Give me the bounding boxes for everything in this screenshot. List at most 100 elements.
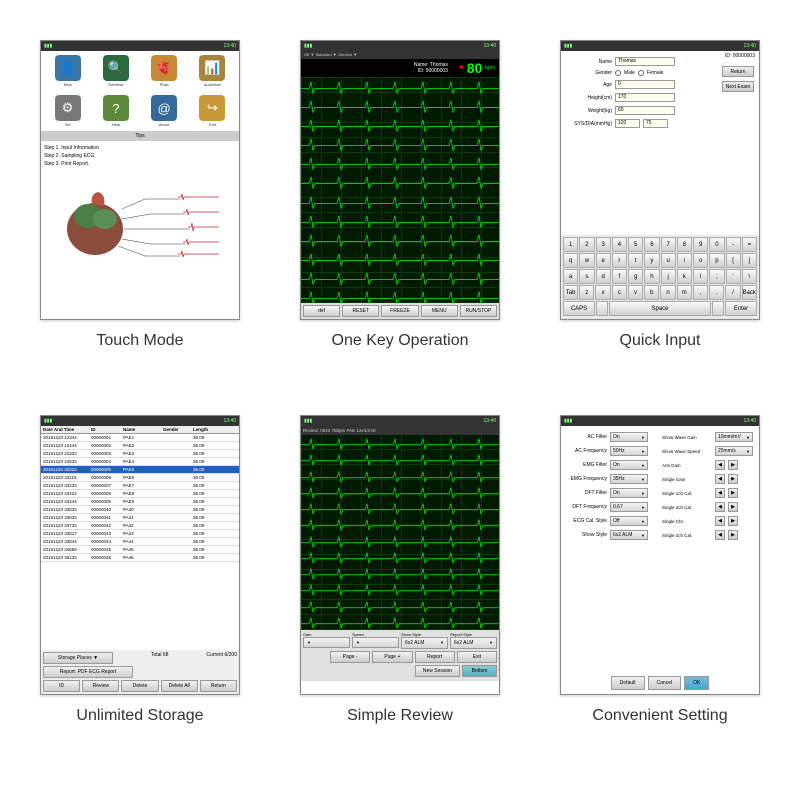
key--[interactable]: - (726, 237, 741, 252)
left-arrow[interactable]: ◀ (715, 530, 725, 540)
right-arrow[interactable]: ▶ (728, 502, 738, 512)
weight-input[interactable]: 60 (615, 106, 675, 115)
key-o[interactable]: o (693, 253, 708, 268)
key-i[interactable]: i (677, 253, 692, 268)
exit-button[interactable]: Exit (457, 651, 497, 663)
key-Back[interactable]: Back (742, 285, 757, 300)
key-h[interactable]: h (644, 269, 659, 284)
key-n[interactable]: n (660, 285, 675, 300)
show-style-dropdown[interactable]: 6x2 ALM▼ (401, 637, 448, 649)
dft-frequency-dropdown[interactable]: 0.67▼ (610, 502, 648, 512)
ecg-run/stop-button[interactable]: RUN/STOP (460, 305, 497, 317)
left-arrow[interactable]: ◀ (715, 460, 725, 470)
show-wave-speed-dropdown[interactable]: 25mm/s▼ (715, 446, 753, 456)
ac-filter-dropdown[interactable]: On▼ (610, 432, 648, 442)
left-arrow[interactable]: ◀ (715, 474, 725, 484)
key-5[interactable]: 5 (628, 237, 643, 252)
id-button[interactable]: ID (43, 680, 80, 692)
dft-filter-dropdown[interactable]: On▼ (610, 488, 648, 498)
key-v[interactable]: v (628, 285, 643, 300)
key-r[interactable]: r (612, 253, 627, 268)
ecg-def-button[interactable]: def (303, 305, 340, 317)
report-style-dropdown[interactable]: 6x2 ALM▼ (450, 637, 497, 649)
table-row[interactable]: 20161223 3353400000040PA4036.00 (41, 506, 239, 514)
sys-input[interactable]: 120 (615, 119, 640, 128)
key-'[interactable]: ' (726, 269, 741, 284)
key-e[interactable]: e (596, 253, 611, 268)
return-button[interactable]: Return (200, 680, 237, 692)
emg-filter-dropdown[interactable]: On▼ (610, 460, 648, 470)
key-a[interactable]: a (563, 269, 578, 284)
key-m[interactable]: m (677, 285, 692, 300)
key-z[interactable]: z (579, 285, 594, 300)
ecg-menu-button[interactable]: MENU (421, 305, 458, 317)
key-f[interactable]: f (612, 269, 627, 284)
emg-frequency-dropdown[interactable]: 35Hz▼ (610, 474, 648, 484)
cancel-button[interactable]: Cancel (648, 676, 682, 690)
return-button[interactable]: Return (722, 66, 754, 77)
show-wave-gain-dropdown[interactable]: 10mm/mV▼ (715, 432, 753, 442)
delete-button[interactable]: Delete (121, 680, 158, 692)
table-row[interactable]: 20161223 3332200000005PAE536.00 (41, 466, 239, 474)
key-s[interactable]: s (579, 269, 594, 284)
key-c[interactable]: c (612, 285, 627, 300)
bottom-button[interactable]: Bottom (462, 665, 497, 677)
female-radio[interactable] (638, 70, 644, 76)
key-b[interactable]: b (644, 285, 659, 300)
age-input[interactable]: 0 (615, 80, 675, 89)
review-button[interactable]: Review (82, 680, 119, 692)
table-row[interactable]: 20161223 3311600000006PAE636.00 (41, 474, 239, 482)
table-row[interactable]: 20161223 1234400000001PAE136.00 (41, 434, 239, 442)
key-Space[interactable]: Space (609, 301, 711, 316)
key-2[interactable]: 2 (579, 237, 594, 252)
page-button[interactable]: Page - (330, 651, 370, 663)
app-icon-auto/man[interactable]: 📊 (199, 55, 225, 81)
key-Enter[interactable]: Enter (725, 301, 757, 316)
right-arrow[interactable]: ▶ (728, 460, 738, 470)
left-arrow[interactable]: ◀ (715, 502, 725, 512)
table-row[interactable]: 20161223 3323400000007PAE736.00 (41, 482, 239, 490)
key-\[interactable]: \ (742, 269, 757, 284)
gain-dropdown[interactable]: ▼ (303, 637, 350, 648)
table-row[interactable]: 20161223 3342400000008PAE836.00 (41, 490, 239, 498)
app-icon-about[interactable]: @ (151, 95, 177, 121)
key-4[interactable]: 4 (612, 237, 627, 252)
next-exam-button[interactable]: Next Exam (722, 81, 754, 92)
key-9[interactable]: 9 (693, 237, 708, 252)
key-6[interactable]: 6 (644, 237, 659, 252)
key-k[interactable]: k (677, 269, 692, 284)
key-y[interactable]: y (644, 253, 659, 268)
right-arrow[interactable]: ▶ (728, 516, 738, 526)
app-icon-set[interactable]: ⚙ (55, 95, 81, 121)
default-button[interactable]: Default (611, 676, 645, 690)
key-u[interactable]: u (661, 253, 676, 268)
ecg-cal--style-dropdown[interactable]: Off▼ (610, 516, 648, 526)
key-,[interactable]: , (693, 285, 708, 300)
key-[[interactable]: [ (726, 253, 741, 268)
key-g[interactable]: g (628, 269, 643, 284)
speed-dropdown[interactable]: ▼ (352, 637, 399, 648)
key-1[interactable]: 1 (563, 237, 578, 252)
left-arrow[interactable]: ◀ (715, 516, 725, 526)
left-arrow[interactable]: ◀ (715, 488, 725, 498)
app-icon-phys[interactable]: 🫀 (151, 55, 177, 81)
key-3[interactable]: 3 (596, 237, 611, 252)
ok-button[interactable]: OK (684, 676, 709, 690)
key-j[interactable]: j (661, 269, 676, 284)
key-l[interactable]: l (693, 269, 708, 284)
key-][interactable]: ] (742, 253, 757, 268)
key-;[interactable]: ; (709, 269, 724, 284)
app-icon-help[interactable]: ? (103, 95, 129, 121)
table-row[interactable]: 20161223 2433300000003PAE336.00 (41, 450, 239, 458)
key-Tab[interactable]: Tab (563, 285, 578, 300)
show-style-dropdown[interactable]: 6x2 ALM▼ (610, 530, 648, 540)
key-t[interactable]: t (628, 253, 643, 268)
ac-frequency-dropdown[interactable]: 50Hz▼ (610, 446, 648, 456)
key-d[interactable]: d (596, 269, 611, 284)
table-row[interactable]: 20161223 3363400000041PA4136.00 (41, 514, 239, 522)
ecg-freeze-button[interactable]: FREEZE (381, 305, 418, 317)
right-arrow[interactable]: ▶ (728, 474, 738, 484)
key-0[interactable]: 0 (709, 237, 724, 252)
page-button[interactable]: Page + (372, 651, 412, 663)
key-=[interactable]: = (742, 237, 757, 252)
